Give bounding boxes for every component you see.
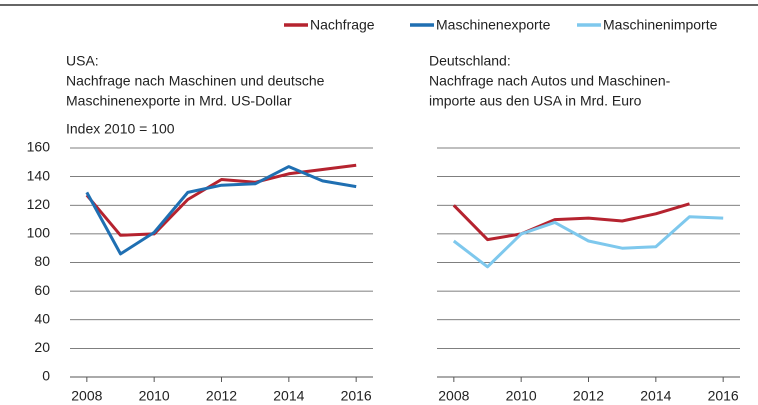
legend-label: Maschinenimporte [603, 17, 718, 33]
chart-title: Nachfrage nach Autos und Maschinen‑ [429, 73, 671, 89]
y-tick-label: 0 [42, 368, 50, 384]
y-tick-label: 120 [27, 196, 51, 212]
x-tick-label: 2012 [573, 388, 604, 404]
y-axis-label: Index 2010 = 100 [66, 121, 175, 137]
y-tick-label: 80 [34, 253, 50, 269]
chart-title: Nachfrage nach Maschinen und deutsche [66, 73, 325, 89]
line-series [85, 165, 357, 256]
chart-title: Maschinenexporte in Mrd. US-Dollar [66, 93, 292, 109]
x-tick-label: 2010 [506, 388, 537, 404]
y-tick-label: 160 [27, 139, 51, 155]
y-tick-label: 100 [27, 225, 51, 241]
x-tick-label: 2008 [438, 388, 469, 404]
chart-title: Deutschland: [429, 53, 511, 69]
x-tick-label: 2012 [206, 388, 237, 404]
x-tick-label: 2014 [640, 388, 671, 404]
y-tick-label: 40 [34, 310, 50, 326]
legend-label: Maschinenexporte [436, 17, 551, 33]
x-tick-label: 2010 [139, 388, 170, 404]
y-tick-label: 60 [34, 282, 50, 298]
legend-label: Nachfrage [310, 17, 375, 33]
line-series [452, 215, 724, 269]
line-series [452, 202, 690, 242]
y-tick-label: 140 [27, 167, 51, 183]
x-tick-label: 2016 [341, 388, 372, 404]
x-tick-label: 2008 [71, 388, 102, 404]
x-tick-label: 2016 [708, 388, 739, 404]
y-tick-label: 20 [34, 339, 50, 355]
chart-title: USA: [66, 53, 99, 69]
line-series [85, 163, 357, 237]
chart-title: importe aus den USA in Mrd. Euro [429, 93, 642, 109]
x-tick-label: 2014 [273, 388, 304, 404]
